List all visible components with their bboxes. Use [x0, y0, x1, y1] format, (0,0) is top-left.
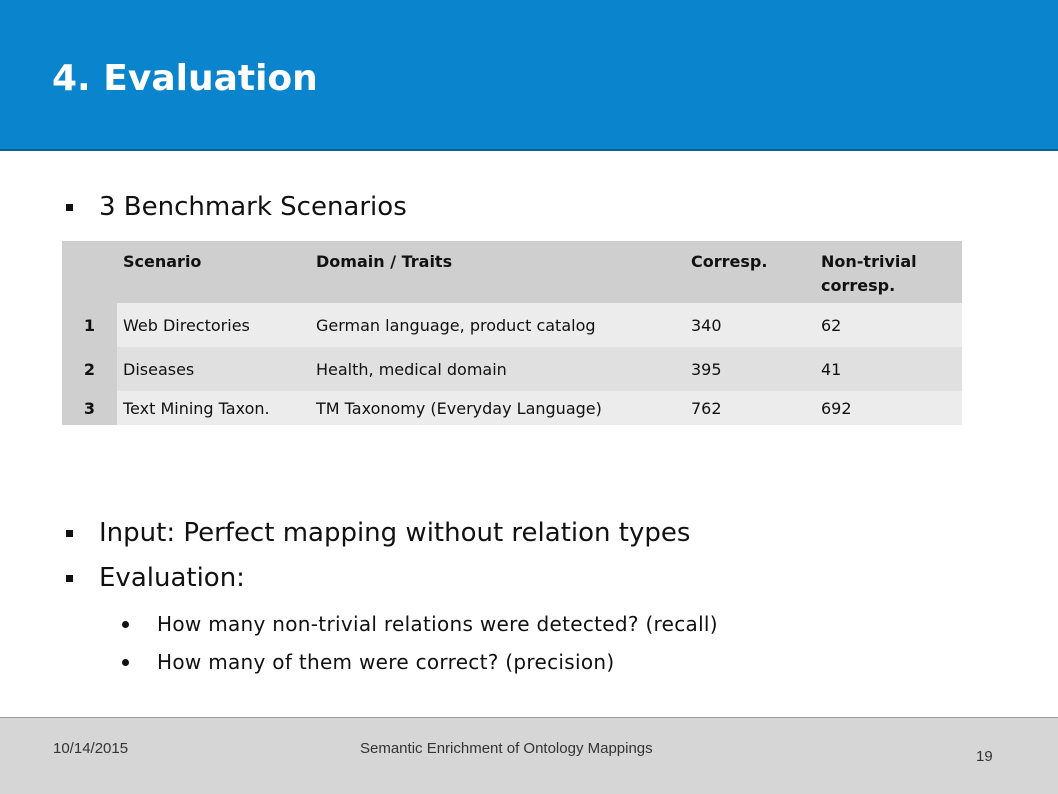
- table-cell: 395: [685, 347, 815, 391]
- slide-footer: 10/14/2015 Semantic Enrichment of Ontolo…: [0, 717, 1058, 794]
- table-header-row: Scenario Domain / Traits Corresp. Non-tr…: [62, 241, 962, 303]
- sub-bullet-precision: How many of them were correct? (precisio…: [122, 650, 614, 674]
- footer-date: 10/14/2015: [53, 740, 129, 757]
- round-bullet-icon: [122, 620, 129, 628]
- sub-bullet-precision-text: How many of them were correct? (precisio…: [157, 650, 615, 674]
- square-bullet-icon: [66, 529, 73, 537]
- table-header-cell: Non-trivial corresp.: [815, 241, 962, 303]
- table-cell: TM Taxonomy (Everyday Language): [310, 391, 685, 425]
- slide-header: 4. Evaluation: [0, 0, 1058, 151]
- table-cell: Health, medical domain: [310, 347, 685, 391]
- table-cell: Web Directories: [117, 303, 310, 347]
- bullet-input-text: Input: Perfect mapping without relation …: [99, 518, 691, 548]
- table-cell: 692: [815, 391, 962, 425]
- table-row: 2 Diseases Health, medical domain 395 41: [62, 347, 962, 391]
- table-cell: 41: [815, 347, 962, 391]
- square-bullet-icon: [66, 203, 73, 211]
- bullet-benchmark: 3 Benchmark Scenarios: [66, 192, 407, 222]
- table-cell: 62: [815, 303, 962, 347]
- table-header-cell: Domain / Traits: [310, 241, 685, 303]
- sub-bullet-recall: How many non-trivial relations were dete…: [122, 612, 718, 636]
- bullet-evaluation-text: Evaluation:: [99, 563, 245, 593]
- sub-bullet-recall-text: How many non-trivial relations were dete…: [157, 612, 718, 636]
- bullet-benchmark-text: 3 Benchmark Scenarios: [99, 192, 407, 222]
- table-row: 1 Web Directories German language, produ…: [62, 303, 962, 347]
- table-header-cell: Corresp.: [685, 241, 815, 303]
- bullet-evaluation: Evaluation:: [66, 563, 245, 593]
- table-cell: 3: [62, 391, 117, 425]
- round-bullet-icon: [122, 658, 129, 666]
- table-header-cell: Scenario: [117, 241, 310, 303]
- table-cell: Diseases: [117, 347, 310, 391]
- table-cell: Text Mining Taxon.: [117, 391, 310, 425]
- table-cell: German language, product catalog: [310, 303, 685, 347]
- table-cell: 762: [685, 391, 815, 425]
- benchmark-table: Scenario Domain / Traits Corresp. Non-tr…: [62, 241, 962, 425]
- square-bullet-icon: [66, 574, 73, 582]
- table-cell: 2: [62, 347, 117, 391]
- table-cell: 340: [685, 303, 815, 347]
- bullet-input: Input: Perfect mapping without relation …: [66, 518, 690, 548]
- table-cell: 1: [62, 303, 117, 347]
- slide-title: 4. Evaluation: [52, 58, 318, 99]
- footer-title: Semantic Enrichment of Ontology Mappings: [360, 740, 653, 757]
- page-number: 19: [976, 748, 993, 765]
- table-row: 3 Text Mining Taxon. TM Taxonomy (Everyd…: [62, 391, 962, 425]
- table-header-cell: [62, 241, 117, 303]
